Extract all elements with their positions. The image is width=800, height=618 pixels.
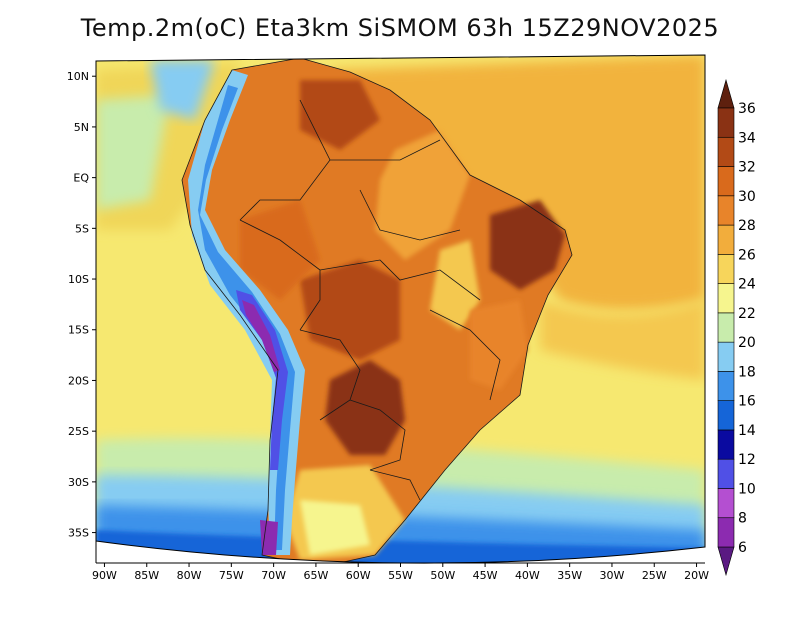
longitude-axis: 90W 85W 80W 75W 70W 65W 60W 55W 50W 45W 40W 35W 30W 2…	[92, 563, 709, 582]
border-state-line-3	[429, 309, 501, 401]
colorbar-segment	[717, 283, 735, 314]
lon-tick-label: 90W	[92, 569, 117, 582]
lon-tick-label: 65W	[303, 569, 328, 582]
latitude-axis: 10N 5N EQ 5S 10S 15S 20S 25S 30S 35S	[67, 70, 96, 540]
border-uruguay	[369, 469, 421, 501]
colorbar-segment	[717, 224, 735, 255]
border-state-line	[319, 259, 481, 301]
land-patagonia-cool	[300, 500, 370, 555]
colorbar-label: 36	[738, 101, 756, 117]
colorbar-label: 14	[738, 423, 756, 439]
field-atlantic-mid	[540, 300, 705, 380]
colorbar-label: 6	[738, 540, 747, 556]
lat-tick-label: 20S	[68, 374, 89, 387]
colorbar-segment	[717, 312, 735, 343]
colorbar-segment	[717, 429, 735, 460]
land-amazon-mid	[375, 130, 470, 260]
lat-tick-label: 15S	[68, 324, 89, 337]
colorbar-segment	[717, 136, 735, 167]
lat-tick-label: 25S	[68, 425, 89, 438]
lon-tick-label: 45W	[473, 569, 498, 582]
country-borders	[181, 57, 573, 564]
border-bolivia	[299, 329, 361, 421]
lon-tick-label: 35W	[557, 569, 582, 582]
land-chaco-hotspot	[325, 360, 405, 455]
colorbar-segment	[717, 341, 735, 372]
temperature-field	[96, 55, 705, 564]
lat-tick-label: 35S	[68, 527, 89, 540]
land-ne-hotspot	[490, 200, 565, 290]
lat-tick-label: 30S	[68, 476, 89, 489]
colorbar-label: 26	[738, 247, 756, 263]
colorbar-segment	[717, 458, 735, 489]
lon-tick-label: 55W	[388, 569, 413, 582]
southern-andes-coldest	[260, 520, 278, 555]
map-title: Temp.2m(oC) Eta3km SiSMOM 63h 15Z29NOV20…	[80, 14, 720, 42]
lon-tick-label: 40W	[515, 569, 540, 582]
colorbar-min-triangle	[717, 546, 735, 577]
lat-tick-label: EQ	[73, 172, 89, 185]
colorbar-segment	[717, 107, 735, 138]
lon-tick-label: 20W	[684, 569, 709, 582]
lat-tick-label: 5N	[74, 121, 89, 134]
lon-tick-label: 60W	[346, 569, 371, 582]
border-venezuela-brazil	[330, 139, 441, 161]
lon-tick-label: 70W	[261, 569, 286, 582]
border-colombia	[239, 99, 331, 221]
land-west-amazon	[240, 200, 320, 300]
colorbar-label: 12	[738, 452, 756, 468]
border-state-line-2	[359, 189, 461, 241]
lon-tick-label: 50W	[430, 569, 455, 582]
colorbar-label: 20	[738, 335, 756, 351]
colorbar: 6 8 10 12 14 16 18 20 22 24 26 28 30 32 34 36	[717, 78, 756, 577]
colorbar-segment	[717, 488, 735, 519]
land-cerrado-cool	[430, 240, 480, 330]
colorbar-label: 34	[738, 130, 756, 146]
colorbar-segment	[717, 517, 735, 548]
colorbar-label: 32	[738, 160, 756, 176]
lat-tick-label: 10S	[68, 273, 89, 286]
colorbar-label: 24	[738, 277, 756, 293]
lon-tick-label: 85W	[134, 569, 159, 582]
colorbar-label: 22	[738, 306, 756, 322]
colorbar-label: 8	[738, 511, 747, 527]
colorbar-segment	[717, 371, 735, 401]
lat-tick-label: 5S	[75, 222, 89, 235]
lon-tick-label: 75W	[219, 569, 244, 582]
colorbar-segment	[717, 400, 735, 431]
colorbar-label: 18	[738, 364, 756, 380]
border-paraguay	[349, 399, 406, 471]
altiplano-coldest	[242, 300, 280, 372]
land-north-hot	[300, 80, 380, 150]
colorbar-segment	[717, 254, 735, 284]
colorbar-segment	[717, 195, 735, 226]
colorbar-label: 28	[738, 218, 756, 234]
colorbar-segment	[717, 166, 735, 197]
land-central-hot	[300, 260, 400, 360]
lat-tick-label: 10N	[67, 70, 89, 83]
land-se-patch	[470, 300, 528, 390]
colorbar-label: 30	[738, 189, 756, 205]
colorbar-label: 10	[738, 481, 756, 497]
altiplano-cold	[236, 290, 288, 470]
field-pacific-green	[96, 95, 170, 210]
lon-tick-label: 25W	[642, 569, 667, 582]
lon-tick-label: 30W	[600, 569, 625, 582]
continent-coastline	[181, 57, 573, 564]
lon-tick-label: 80W	[177, 569, 202, 582]
field-pacific-blue	[150, 60, 215, 120]
colorbar-max-triangle	[717, 78, 735, 109]
colorbar-label: 16	[738, 394, 756, 410]
